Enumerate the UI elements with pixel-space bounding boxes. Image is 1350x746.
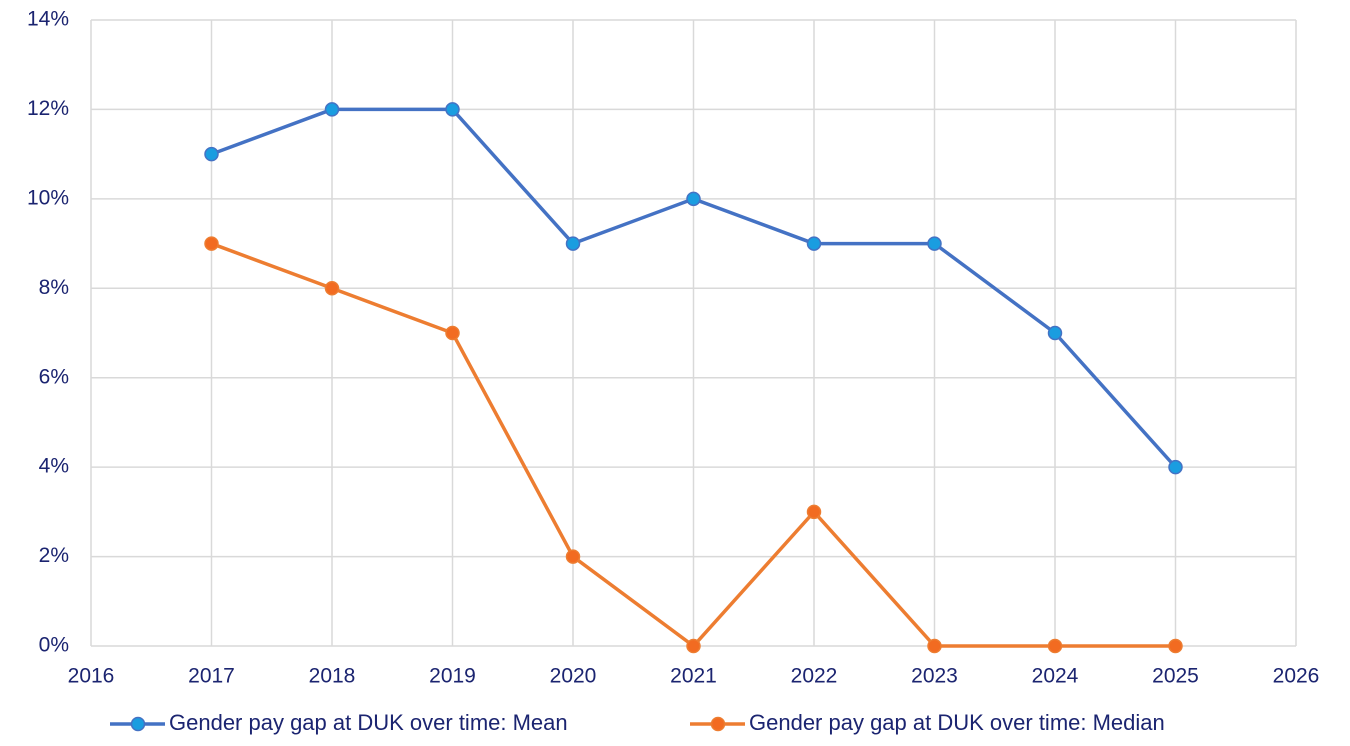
- y-tick-label: 0%: [39, 634, 69, 657]
- legend-marker: [710, 716, 726, 732]
- y-tick-label: 6%: [39, 365, 69, 388]
- data-point: [806, 504, 822, 520]
- x-tick-label: 2024: [1032, 665, 1079, 688]
- data-point: [1047, 325, 1063, 341]
- x-tick-label: 2023: [911, 665, 958, 688]
- x-tick-label: 2020: [550, 665, 597, 688]
- data-point: [204, 146, 219, 162]
- x-tick-label: 2022: [791, 665, 838, 688]
- y-tick-label: 2%: [39, 544, 69, 567]
- legend-label: Gender pay gap at DUK over time: Mean: [169, 710, 568, 735]
- data-point: [445, 325, 460, 341]
- y-tick-label: 8%: [39, 276, 69, 299]
- data-point: [927, 638, 942, 654]
- x-tick-label: 2017: [188, 665, 235, 688]
- data-point: [565, 236, 581, 251]
- legend-marker: [130, 716, 146, 732]
- data-point: [806, 236, 822, 251]
- x-tick-label: 2021: [670, 665, 717, 688]
- data-point: [445, 102, 460, 117]
- x-tick-label: 2019: [429, 665, 476, 688]
- x-tick-label: 2016: [68, 665, 115, 688]
- x-tick-label: 2026: [1273, 665, 1320, 688]
- data-point: [565, 549, 581, 564]
- x-tick-label: 2018: [309, 665, 356, 688]
- data-point: [1047, 638, 1063, 654]
- x-tick-label: 2025: [1152, 665, 1199, 688]
- y-tick-label: 10%: [27, 186, 69, 209]
- data-point: [686, 191, 701, 207]
- data-point: [686, 638, 701, 654]
- data-point: [1168, 459, 1183, 475]
- y-tick-label: 12%: [27, 97, 69, 120]
- legend-label: Gender pay gap at DUK over time: Median: [749, 710, 1165, 735]
- y-tick-label: 14%: [27, 8, 69, 31]
- data-point: [927, 236, 942, 251]
- data-point: [324, 281, 340, 296]
- y-tick-label: 4%: [39, 455, 69, 478]
- data-point: [1168, 638, 1183, 654]
- data-point: [324, 102, 340, 117]
- data-point: [204, 236, 219, 251]
